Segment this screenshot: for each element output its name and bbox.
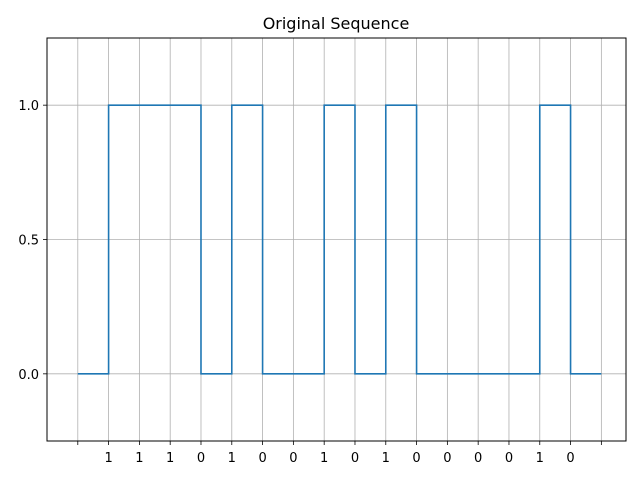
x-tick-label: 1	[166, 451, 174, 466]
series-line	[77, 104, 602, 375]
x-tick-label: 1	[536, 451, 544, 466]
x-tick-label: 0	[412, 451, 420, 466]
x-tick-label: 0	[474, 451, 482, 466]
x-tick-label: 0	[258, 451, 266, 466]
y-tick-label: 1.0	[18, 99, 39, 114]
x-tick-label: 1	[320, 451, 328, 466]
x-tick-label: 0	[443, 451, 451, 466]
y-axis: 0.0 0.5 1.0	[18, 99, 47, 383]
chart-title: Original Sequence	[263, 14, 410, 33]
x-tick-label: 0	[197, 451, 205, 466]
x-tick-label: 1	[135, 451, 143, 466]
x-tick-label: 0	[351, 451, 359, 466]
x-tick-label: 0	[289, 451, 297, 466]
y-tick-label: 0.0	[18, 368, 39, 383]
x-tick-label: 1	[382, 451, 390, 466]
x-tick-label: 1	[104, 451, 112, 466]
x-tick-label: 0	[566, 451, 574, 466]
x-tick-label: 0	[505, 451, 513, 466]
y-tick-label: 0.5	[18, 234, 39, 249]
x-tick-label: 1	[228, 451, 236, 466]
series-layer	[77, 104, 602, 375]
x-axis: 1 1 1 0 1 0 0 1 0 1 0 0 0 0 1 0	[77, 441, 602, 466]
